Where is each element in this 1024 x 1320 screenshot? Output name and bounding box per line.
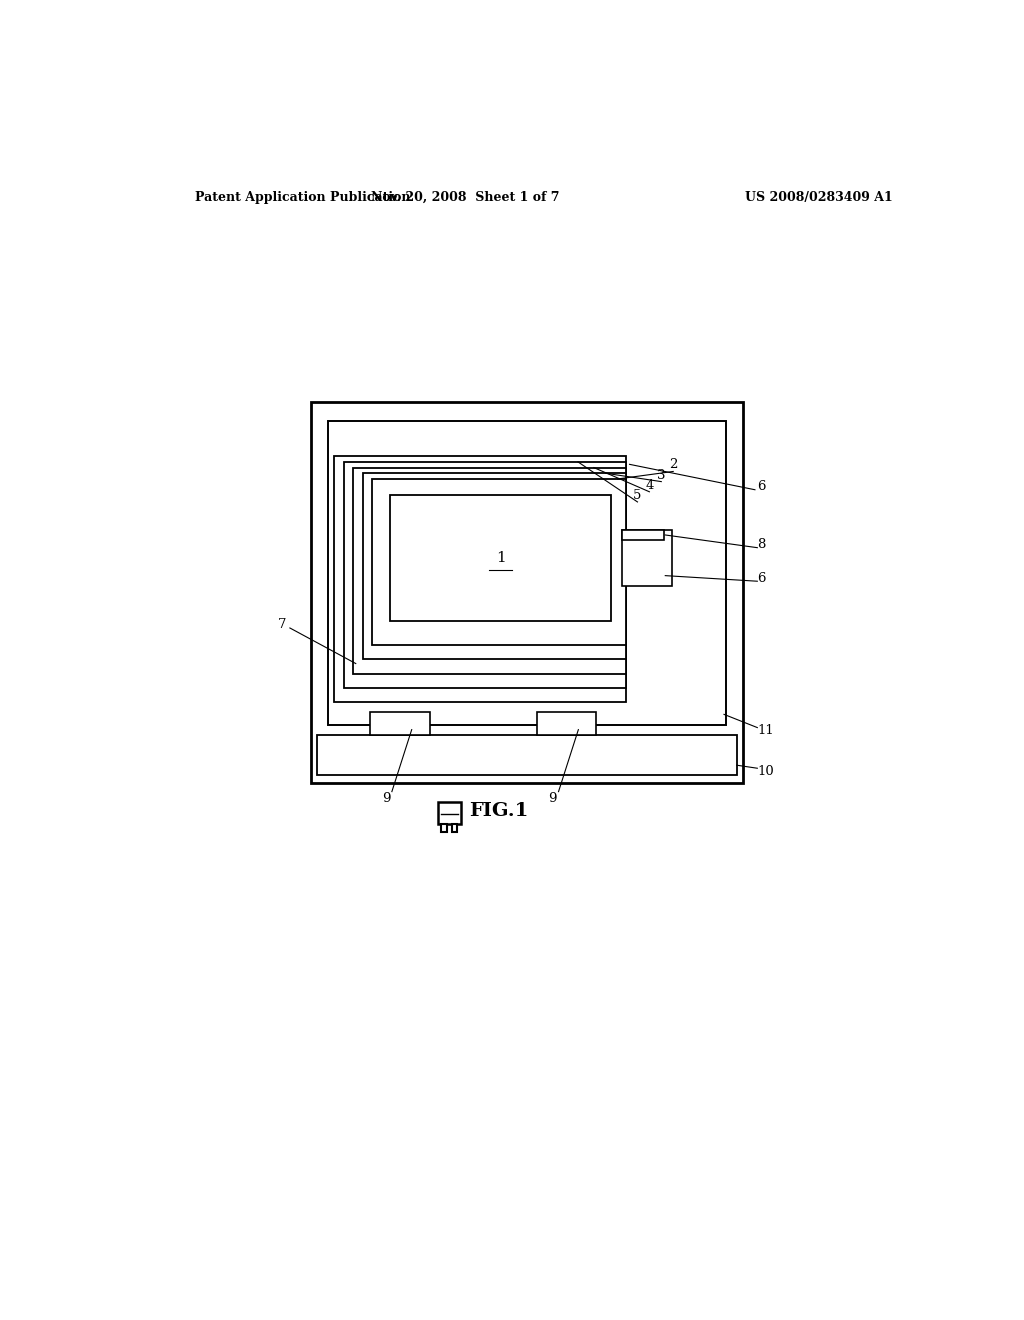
Bar xyxy=(370,713,430,735)
Bar xyxy=(373,479,626,645)
Text: Patent Application Publication: Patent Application Publication xyxy=(196,191,411,203)
Text: US 2008/0283409 A1: US 2008/0283409 A1 xyxy=(744,191,892,203)
Bar xyxy=(441,824,447,833)
Text: 9: 9 xyxy=(549,792,557,805)
Text: 3: 3 xyxy=(657,469,666,482)
Text: 5: 5 xyxy=(633,488,642,502)
Text: 9: 9 xyxy=(382,792,390,805)
Bar xyxy=(437,801,461,824)
Bar xyxy=(362,474,626,660)
Text: 6: 6 xyxy=(758,572,766,585)
Text: 8: 8 xyxy=(758,539,766,552)
Bar xyxy=(537,713,596,735)
Bar xyxy=(334,457,626,702)
Bar xyxy=(622,529,664,540)
Text: 1: 1 xyxy=(496,550,506,565)
Text: FIG.1: FIG.1 xyxy=(469,803,528,820)
Text: 4: 4 xyxy=(645,479,653,492)
Bar xyxy=(452,824,458,833)
Bar xyxy=(353,467,626,673)
Bar xyxy=(310,403,743,784)
Bar xyxy=(344,462,626,688)
Bar xyxy=(622,529,672,586)
Text: 7: 7 xyxy=(279,619,287,631)
Bar xyxy=(328,421,726,725)
Text: 10: 10 xyxy=(758,764,774,777)
Text: 2: 2 xyxy=(669,458,678,471)
Text: Nov. 20, 2008  Sheet 1 of 7: Nov. 20, 2008 Sheet 1 of 7 xyxy=(371,191,559,203)
Bar xyxy=(390,495,611,620)
Text: 11: 11 xyxy=(758,725,774,737)
Text: 6: 6 xyxy=(758,480,766,494)
Bar xyxy=(316,735,736,775)
